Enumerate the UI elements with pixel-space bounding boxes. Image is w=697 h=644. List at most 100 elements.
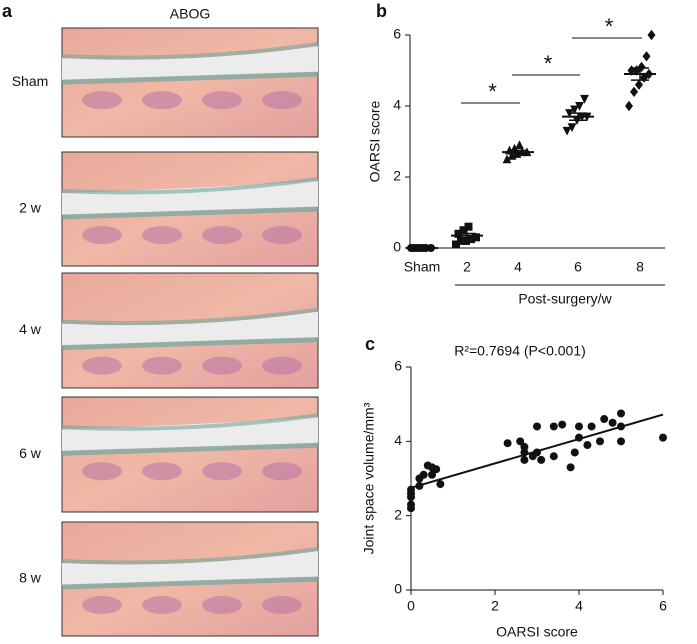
row-label: 6 w	[19, 445, 42, 461]
data-point	[566, 463, 575, 472]
histology-image	[61, 396, 319, 513]
data-point	[537, 455, 546, 464]
cartilage-stain	[61, 442, 319, 456]
data-point	[617, 422, 625, 431]
marrow	[142, 356, 182, 375]
marrow	[202, 91, 242, 110]
marrow	[142, 91, 182, 110]
marrow	[82, 356, 122, 375]
x-tick-label: 6	[659, 598, 667, 614]
data-point	[637, 61, 646, 73]
data-point	[562, 126, 572, 136]
data-point	[419, 470, 428, 479]
marrow	[202, 226, 242, 245]
data-point	[432, 465, 441, 474]
panel-label: b	[376, 1, 387, 21]
marrow	[262, 91, 302, 110]
data-point	[567, 123, 577, 133]
data-point	[467, 235, 475, 244]
cartilage-stain	[61, 547, 319, 565]
cartilage-stain	[61, 337, 319, 351]
x-tick-label: 6	[574, 259, 582, 275]
data-point	[659, 433, 667, 442]
data-point	[600, 415, 609, 424]
row-label: 8 w	[19, 570, 42, 586]
x-axis-label: OARSI score	[496, 624, 578, 640]
data-point	[608, 418, 617, 427]
row-label: 2 w	[19, 200, 42, 216]
significance-label: *	[488, 79, 497, 104]
data-point	[549, 452, 558, 461]
cartilage-stain	[61, 307, 319, 326]
data-point	[587, 422, 596, 431]
data-point	[415, 481, 424, 490]
y-axis-label: OARSI score	[367, 100, 383, 182]
data-point	[503, 439, 512, 448]
marrow	[82, 462, 122, 481]
data-point	[407, 500, 415, 509]
marrow	[202, 356, 242, 375]
cartilage-stain	[61, 576, 319, 590]
row-label: Sham	[12, 73, 49, 89]
data-point	[549, 422, 558, 431]
marrow	[202, 462, 242, 481]
data-point	[617, 409, 625, 418]
panel-title: ABOG	[170, 6, 210, 22]
y-tick-label: 6	[394, 358, 402, 374]
marrow	[262, 226, 302, 245]
joint-space	[62, 551, 318, 586]
data-point	[457, 236, 465, 245]
data-point	[502, 154, 512, 164]
y-tick-label: 2	[394, 506, 402, 522]
data-point	[407, 485, 415, 494]
panel-label: c	[365, 334, 375, 354]
data-point	[625, 100, 633, 112]
data-point	[520, 448, 529, 457]
marrow	[82, 226, 122, 245]
x-tick-label: 4	[575, 598, 583, 614]
data-point	[630, 86, 638, 97]
data-point	[428, 470, 436, 479]
data-point	[617, 437, 625, 446]
x-tick-label: 8	[636, 259, 644, 275]
marrow	[82, 91, 122, 110]
x-tick-label: 4	[514, 259, 522, 275]
data-point	[575, 102, 584, 111]
marrow	[262, 462, 302, 481]
data-point	[459, 226, 468, 235]
data-point	[575, 422, 583, 431]
data-point	[516, 437, 525, 446]
x-tick-label: Sham	[404, 259, 441, 275]
x-tick-label: 0	[407, 598, 415, 614]
data-point	[462, 236, 470, 245]
marrow	[262, 596, 302, 615]
data-point	[452, 240, 460, 249]
marrow	[82, 596, 122, 615]
x-tick-label: 2	[463, 259, 471, 275]
data-point	[647, 29, 656, 41]
x-tick-label: 2	[491, 598, 499, 614]
marrow	[142, 596, 182, 615]
data-point	[580, 94, 589, 104]
data-point	[635, 79, 643, 90]
cartilage-stain	[61, 71, 319, 85]
y-tick-label: 4	[394, 432, 402, 448]
marrow	[202, 596, 242, 615]
cartilage-stain	[61, 413, 319, 431]
data-point	[533, 422, 541, 431]
data-point	[520, 442, 529, 451]
data-point	[558, 420, 567, 429]
row-label: 4 w	[19, 321, 42, 337]
joint-space	[62, 311, 318, 346]
joint-space	[62, 181, 318, 216]
data-point	[596, 437, 604, 446]
chart-title: R²=0.7694 (P<0.001)	[454, 343, 586, 359]
marrow	[262, 356, 302, 375]
joint-space	[62, 417, 318, 452]
data-point	[570, 105, 579, 115]
data-point	[575, 433, 583, 442]
y-tick-label: 2	[393, 168, 401, 184]
data-point	[533, 448, 541, 457]
